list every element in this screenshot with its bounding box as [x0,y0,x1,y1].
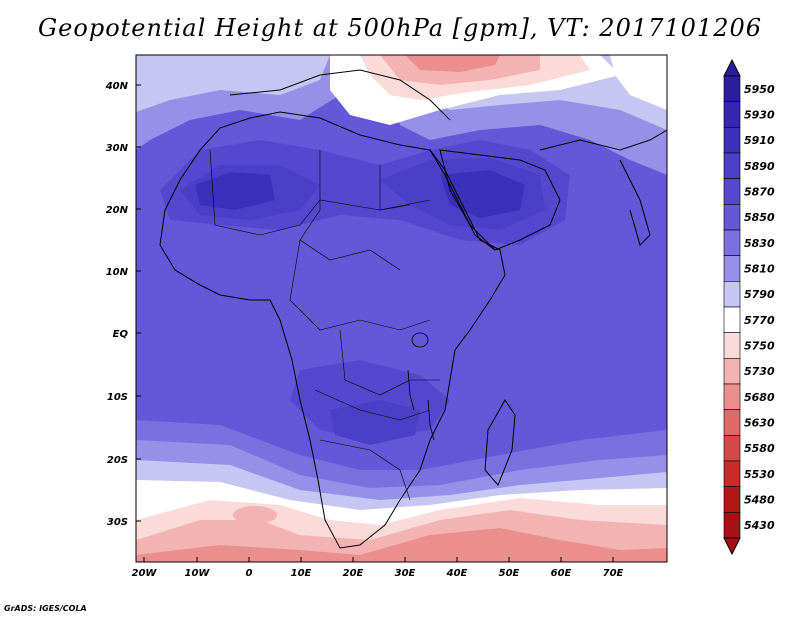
colorbar-swatch [723,358,741,385]
lakes [407,332,435,441]
colorbar-label: 5730 [744,365,775,378]
map-plot-area [136,55,667,562]
colorbar-label: 5890 [744,160,775,173]
colorbar-label: 5830 [744,237,775,250]
colorbar-swatch [723,409,741,436]
lat-label: 40N [105,81,129,92]
height-contour-5770-ne [610,55,667,110]
lat-label: EQ [113,329,129,340]
colorbar-swatch [723,435,741,462]
lon-label: 60E [551,568,572,579]
colorbar-label: 5930 [744,109,775,122]
border-2 [299,150,401,271]
colorbar-swatch [723,152,741,179]
colorbar-label: 5430 [744,519,775,532]
border-6 [319,439,411,501]
height-contour-5730-pocket [233,506,277,524]
colorbar-swatch [723,229,741,256]
colorbar-arrow-top [723,58,741,77]
colorbar-swatch [723,75,741,102]
lon-label: 40E [446,568,468,579]
height-contour-5680-med [405,55,500,72]
colorbar-swatch [723,460,741,487]
colorbar-swatch [723,486,741,513]
y-axis: 40N 30N 20N 10N EQ 10S 20S 30S [105,81,141,528]
lat-label: 10S [107,392,128,403]
india-coast [619,159,651,246]
lake-malawi [427,399,435,441]
border-5 [314,389,431,421]
colorbar-swatch [723,383,741,410]
lat-label: 30N [106,143,129,154]
lon-label: 10W [185,568,211,579]
colorbar: 5950 5930 5910 5890 5870 5850 5830 5810 5790 5770… [723,58,775,556]
asia-coastline [539,129,667,151]
colorbar-label: 5950 [744,83,775,96]
colorbar-swatch [723,512,741,539]
grads-credit: GrADS: IGES/COLA [4,604,87,613]
colorbar-arrow-bottom [723,537,741,556]
height-contour-5790-nw [136,55,330,112]
colorbar-label: 5750 [744,340,775,353]
plot-frame [135,54,668,563]
colorbar-label: 5770 [744,314,775,327]
colorbar-swatch [723,332,741,359]
height-contour-5890-south [330,400,420,445]
colorbar-swatch [723,204,741,231]
lon-label: 20E [343,568,364,579]
colorbar-swatch [723,127,741,154]
colorbar-swatch [723,281,741,308]
lon-label: 70E [603,568,624,579]
colorbar-label: 5580 [744,442,775,455]
lat-label: 20S [107,455,128,466]
height-contour-5910-arabia [440,170,525,218]
border-4 [339,329,440,396]
colorbar-label: 5790 [744,288,775,301]
africa-coastline [159,111,506,549]
lon-label: 50E [499,568,520,579]
colorbar-label: 5850 [744,211,775,224]
lon-label: 0 [246,568,253,579]
colorbar-label: 5810 [744,263,775,276]
height-contour-5680-south [136,528,667,562]
colorbar-label: 5480 [744,494,775,507]
colorbar-label: 5870 [744,186,775,199]
height-contour-5910-sahara [195,172,275,210]
border-3 [289,239,431,331]
red-sea-coast [429,149,496,251]
border-7 [379,165,431,211]
lon-label: 30E [395,568,416,579]
colorbar-swatch [723,306,741,333]
x-axis: 20W 10W 0 10E 20E 30E 40E 50E 60E 70E [132,557,624,579]
lake-victoria [411,332,429,348]
colorbar-label: 5630 [744,417,775,430]
madagascar-coast [484,399,516,486]
colorbar-swatch [723,255,741,282]
lat-label: 30S [107,517,128,528]
lat-label: 20N [106,205,129,216]
chart-title: Geopotential Height at 500hPa [gpm], VT:… [38,14,762,42]
colorbar-label: 5530 [744,468,775,481]
colorbar-swatch [723,101,741,128]
coastlines [159,69,667,549]
lat-label: 10N [106,267,129,278]
arabia-coastline [439,149,561,251]
country-borders [209,149,440,501]
lon-label: 20W [132,568,158,579]
colorbar-swatch [723,178,741,205]
lon-label: 10E [291,568,312,579]
colorbar-label: 5680 [744,391,775,404]
mediterranean-coast [229,69,451,121]
colorbar-label: 5910 [744,134,775,147]
lake-tanganyika [407,369,415,411]
